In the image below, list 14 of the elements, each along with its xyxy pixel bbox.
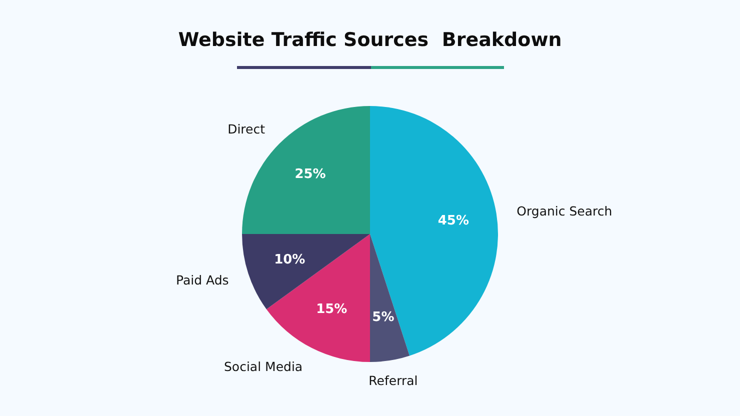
slice-label: Paid Ads (176, 272, 229, 288)
data-label: 10% (274, 252, 306, 268)
pie-slice (370, 234, 410, 362)
slice-label: Social Media (224, 358, 303, 374)
data-label: 25% (294, 166, 326, 182)
slice-label: Referral (368, 373, 418, 388)
slice-label: Organic Search (516, 203, 612, 218)
data-label: 5% (372, 310, 394, 325)
data-label: 15% (316, 302, 348, 317)
slice-label: Direct (228, 122, 266, 137)
data-label: 45% (438, 213, 469, 228)
chart-title: Website Traffic Sources Breakdown (178, 29, 562, 51)
pie-slice (370, 106, 498, 356)
pie-slice (266, 234, 370, 362)
